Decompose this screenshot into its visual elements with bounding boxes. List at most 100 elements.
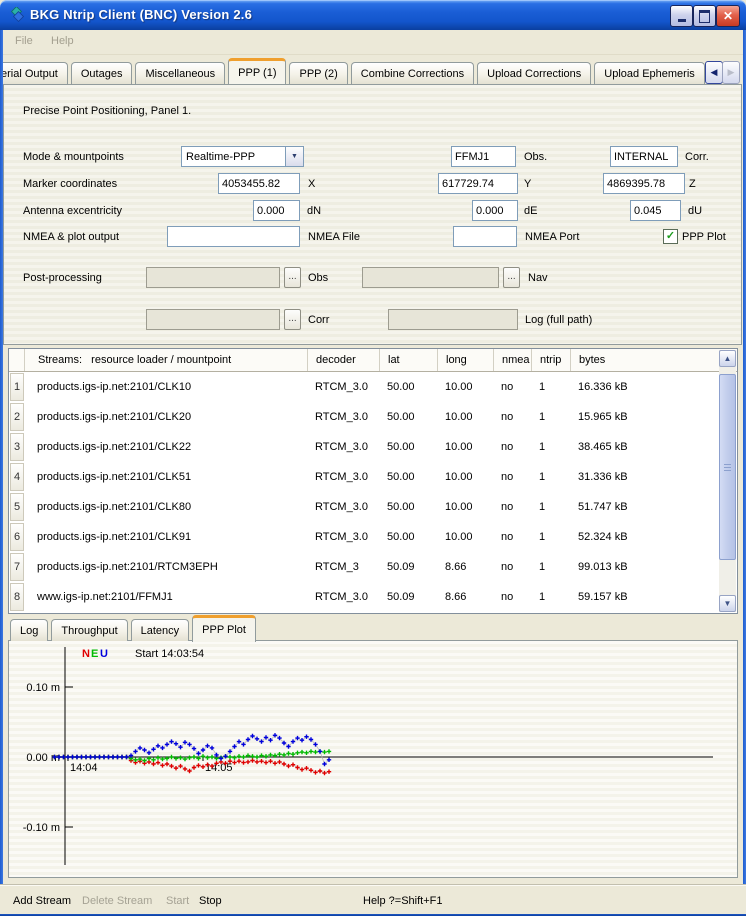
cell-lat: 50.00 — [387, 411, 415, 423]
tab-miscellaneous[interactable]: Miscellaneous — [135, 62, 226, 84]
antenna-du-input[interactable] — [630, 200, 681, 221]
post-corr-field — [146, 309, 280, 330]
row-number: 7 — [10, 553, 24, 581]
table-scrollbar[interactable]: ▲ ▼ — [719, 350, 736, 612]
cell-bytes: 38.465 kB — [578, 441, 628, 453]
cell-bytes: 51.747 kB — [578, 501, 628, 513]
cell-bytes: 52.324 kB — [578, 531, 628, 543]
scroll-up-button[interactable]: ▲ — [719, 350, 736, 367]
marker-x-input[interactable] — [218, 173, 300, 194]
stream-row-5[interactable]: 5 products.igs-ip.net:2101/CLK80 RTCM_3.0 5… — [9, 492, 737, 522]
cell-long: 8.66 — [445, 591, 467, 603]
tab-upload-corrections[interactable]: Upload Corrections — [477, 62, 592, 84]
svg-text:0.10 m: 0.10 m — [26, 682, 60, 694]
tab-outages[interactable]: Outages — [70, 62, 133, 84]
tab-label: erial Output — [3, 67, 58, 80]
nmea-port-input[interactable] — [453, 226, 517, 247]
close-button[interactable]: ✕ — [716, 5, 740, 27]
row-number: 2 — [10, 403, 24, 431]
antenna-dn-input[interactable] — [253, 200, 300, 221]
window-title: BKG Ntrip Client (BNC) Version 2.6 — [30, 7, 253, 22]
minimize-icon — [677, 19, 686, 22]
tab-scroll-left-button[interactable]: ◀ — [705, 61, 723, 84]
marker-y-input[interactable] — [438, 173, 518, 194]
tab-ppp-1-[interactable]: PPP (1) — [228, 58, 287, 84]
stream-row-8[interactable]: 8 www.igs-ip.net:2101/FFMJ1 RTCM_3.0 50.09 8… — [9, 582, 737, 612]
ppp-plot-checkbox[interactable]: ✓ — [663, 229, 678, 244]
maximize-button[interactable] — [693, 5, 716, 27]
cell-mountpoint: www.igs-ip.net:2101/FFMJ1 — [37, 591, 173, 603]
antenna-de-input[interactable] — [472, 200, 518, 221]
stream-row-2[interactable]: 2 products.igs-ip.net:2101/CLK20 RTCM_3.0 5… — [9, 402, 737, 432]
cell-bytes: 99.013 kB — [578, 561, 628, 573]
cell-decoder: RTCM_3.0 — [315, 501, 368, 513]
column-header-ntrip: ntrip — [531, 349, 570, 371]
stop-button[interactable]: Stop — [199, 895, 222, 907]
column-header-nmea: nmea — [493, 349, 531, 371]
tab-latency[interactable]: Latency — [130, 619, 190, 641]
stream-row-6[interactable]: 6 products.igs-ip.net:2101/CLK91 RTCM_3.0 5… — [9, 522, 737, 552]
antenna-excentricity-label: Antenna excentricity — [23, 205, 123, 217]
browse-corr-button[interactable]: ... — [284, 309, 301, 330]
tab-combine-corrections[interactable]: Combine Corrections — [350, 62, 475, 84]
menu-file[interactable]: File — [15, 35, 33, 47]
stream-row-7[interactable]: 7 products.igs-ip.net:2101/RTCM3EPH RTCM_3… — [9, 552, 737, 582]
row-number: 4 — [10, 463, 24, 491]
cell-bytes: 59.157 kB — [578, 591, 628, 603]
marker-z-input[interactable] — [603, 173, 685, 194]
tab-log[interactable]: Log — [10, 619, 49, 641]
title-bar: BKG Ntrip Client (BNC) Version 2.6 ✕ — [0, 0, 746, 30]
tab-upload-ephemeris[interactable]: Upload Ephemeris — [594, 62, 705, 84]
post-obs-field — [146, 267, 280, 288]
corner-header-cell — [9, 349, 24, 371]
row-number: 6 — [10, 523, 24, 551]
menu-help[interactable]: Help — [51, 35, 74, 47]
svg-text:14:05: 14:05 — [205, 762, 233, 774]
row-number: 8 — [10, 583, 24, 611]
menu-bar: File Help — [3, 30, 743, 55]
add-stream-button[interactable]: Add Stream — [13, 895, 72, 907]
row-number: 3 — [10, 433, 24, 461]
marker-coordinates-label: Marker coordinates — [23, 178, 118, 190]
cell-decoder: RTCM_3.0 — [315, 531, 368, 543]
dn-label: dN — [307, 205, 322, 217]
scroll-down-button[interactable]: ▼ — [719, 595, 736, 612]
tab-ppp-plot[interactable]: PPP Plot — [192, 615, 256, 642]
minimize-button[interactable] — [670, 5, 693, 27]
cell-ntrip: 1 — [539, 591, 546, 603]
svg-text:E: E — [91, 648, 98, 660]
mode-combobox[interactable]: Realtime-PPP ▼ — [181, 146, 304, 167]
cell-bytes: 15.965 kB — [578, 411, 628, 423]
tab-label: Latency — [140, 624, 180, 637]
svg-text:-0.10 m: -0.10 m — [23, 822, 60, 834]
obs-mountpoint-input[interactable] — [451, 146, 516, 167]
tab-scroll-right-button: ▶ — [722, 61, 740, 84]
chevron-down-icon: ▼ — [285, 147, 303, 166]
browse-nav-button[interactable]: ... — [503, 267, 520, 288]
cell-ntrip: 1 — [539, 561, 546, 573]
cell-nmea: no — [501, 531, 514, 543]
ppp-plot-label: PPP Plot — [682, 231, 726, 243]
corr-mountpoint-input[interactable] — [610, 146, 678, 167]
stream-row-1[interactable]: 1 products.igs-ip.net:2101/CLK10 RTCM_3.0 5… — [9, 372, 737, 402]
tab-erial-output[interactable]: erial Output — [3, 62, 68, 84]
nmea-file-label: NMEA File — [308, 231, 360, 243]
tab-ppp-2-[interactable]: PPP (2) — [289, 62, 348, 84]
column-header-bytes: bytes — [570, 349, 737, 371]
nmea-file-input[interactable] — [167, 226, 300, 247]
tab-throughput[interactable]: Throughput — [51, 619, 128, 641]
cell-bytes: 16.336 kB — [578, 381, 628, 393]
browse-obs-button[interactable]: ... — [284, 267, 301, 288]
tab-label: PPP (1) — [238, 67, 277, 79]
cell-mountpoint: products.igs-ip.net:2101/CLK80 — [37, 501, 192, 513]
du-label: dU — [688, 205, 703, 217]
nmea-port-label: NMEA Port — [525, 231, 580, 243]
svg-text:Start 14:03:54: Start 14:03:54 — [135, 648, 204, 660]
scroll-thumb[interactable] — [719, 374, 736, 560]
svg-text:0.00 m: 0.00 m — [26, 752, 60, 764]
stream-row-4[interactable]: 4 products.igs-ip.net:2101/CLK51 RTCM_3.0 5… — [9, 462, 737, 492]
window-border-right — [743, 30, 746, 913]
cell-mountpoint: products.igs-ip.net:2101/CLK22 — [37, 441, 192, 453]
start-button: Start — [166, 895, 190, 907]
stream-row-3[interactable]: 3 products.igs-ip.net:2101/CLK22 RTCM_3.0 5… — [9, 432, 737, 462]
